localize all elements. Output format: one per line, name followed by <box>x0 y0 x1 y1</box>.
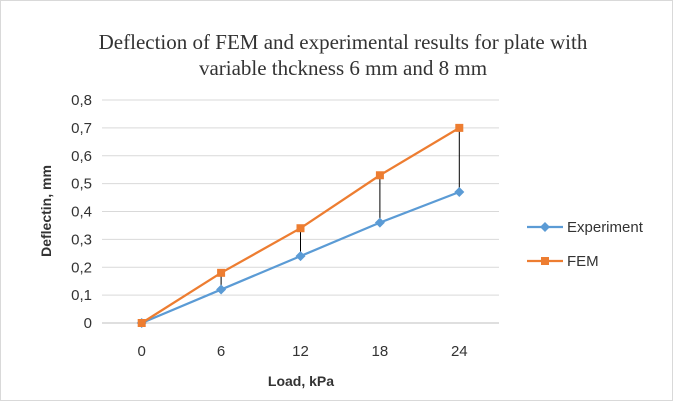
y-tick-label: 0,2 <box>71 259 92 276</box>
x-axis-label: Load, kPa <box>268 373 334 389</box>
y-tick-label: 0 <box>84 315 92 332</box>
y-tick-label: 0,8 <box>71 92 92 109</box>
legend-label-experiment: Experiment <box>567 219 644 236</box>
fem-point <box>217 268 226 277</box>
legend-label-fem: FEM <box>567 253 599 270</box>
y-tick-label: 0,6 <box>71 148 92 165</box>
y-tick-label: 0,3 <box>71 231 92 248</box>
chart-title-line-2: variable thckness 6 mm and 8 mm <box>199 56 487 80</box>
experiment-point <box>454 186 465 197</box>
y-axis-label: Deflectin, mm <box>38 165 54 257</box>
x-tick-label: 0 <box>138 343 146 360</box>
x-tick-label: 24 <box>451 343 468 360</box>
legend-marker-fem <box>541 257 549 265</box>
x-tick-label: 12 <box>292 343 309 360</box>
legend-marker-experiment <box>540 222 550 232</box>
experiment-point <box>374 217 385 228</box>
fem-point <box>455 123 464 132</box>
y-tick-label: 0,5 <box>71 176 92 193</box>
y-tick-label: 0,1 <box>71 287 92 304</box>
y-tick-label: 0,4 <box>71 204 92 221</box>
experiment-point <box>295 251 306 262</box>
x-tick-label: 6 <box>217 343 225 360</box>
experiment-point <box>216 284 227 295</box>
y-tick-label: 0,7 <box>71 120 92 137</box>
fem-point <box>137 319 146 327</box>
x-tick-label: 18 <box>372 343 389 360</box>
fem-point <box>375 171 384 180</box>
fem-point <box>296 224 305 233</box>
chart-title-line-1: Deflection of FEM and experimental resul… <box>99 30 588 54</box>
